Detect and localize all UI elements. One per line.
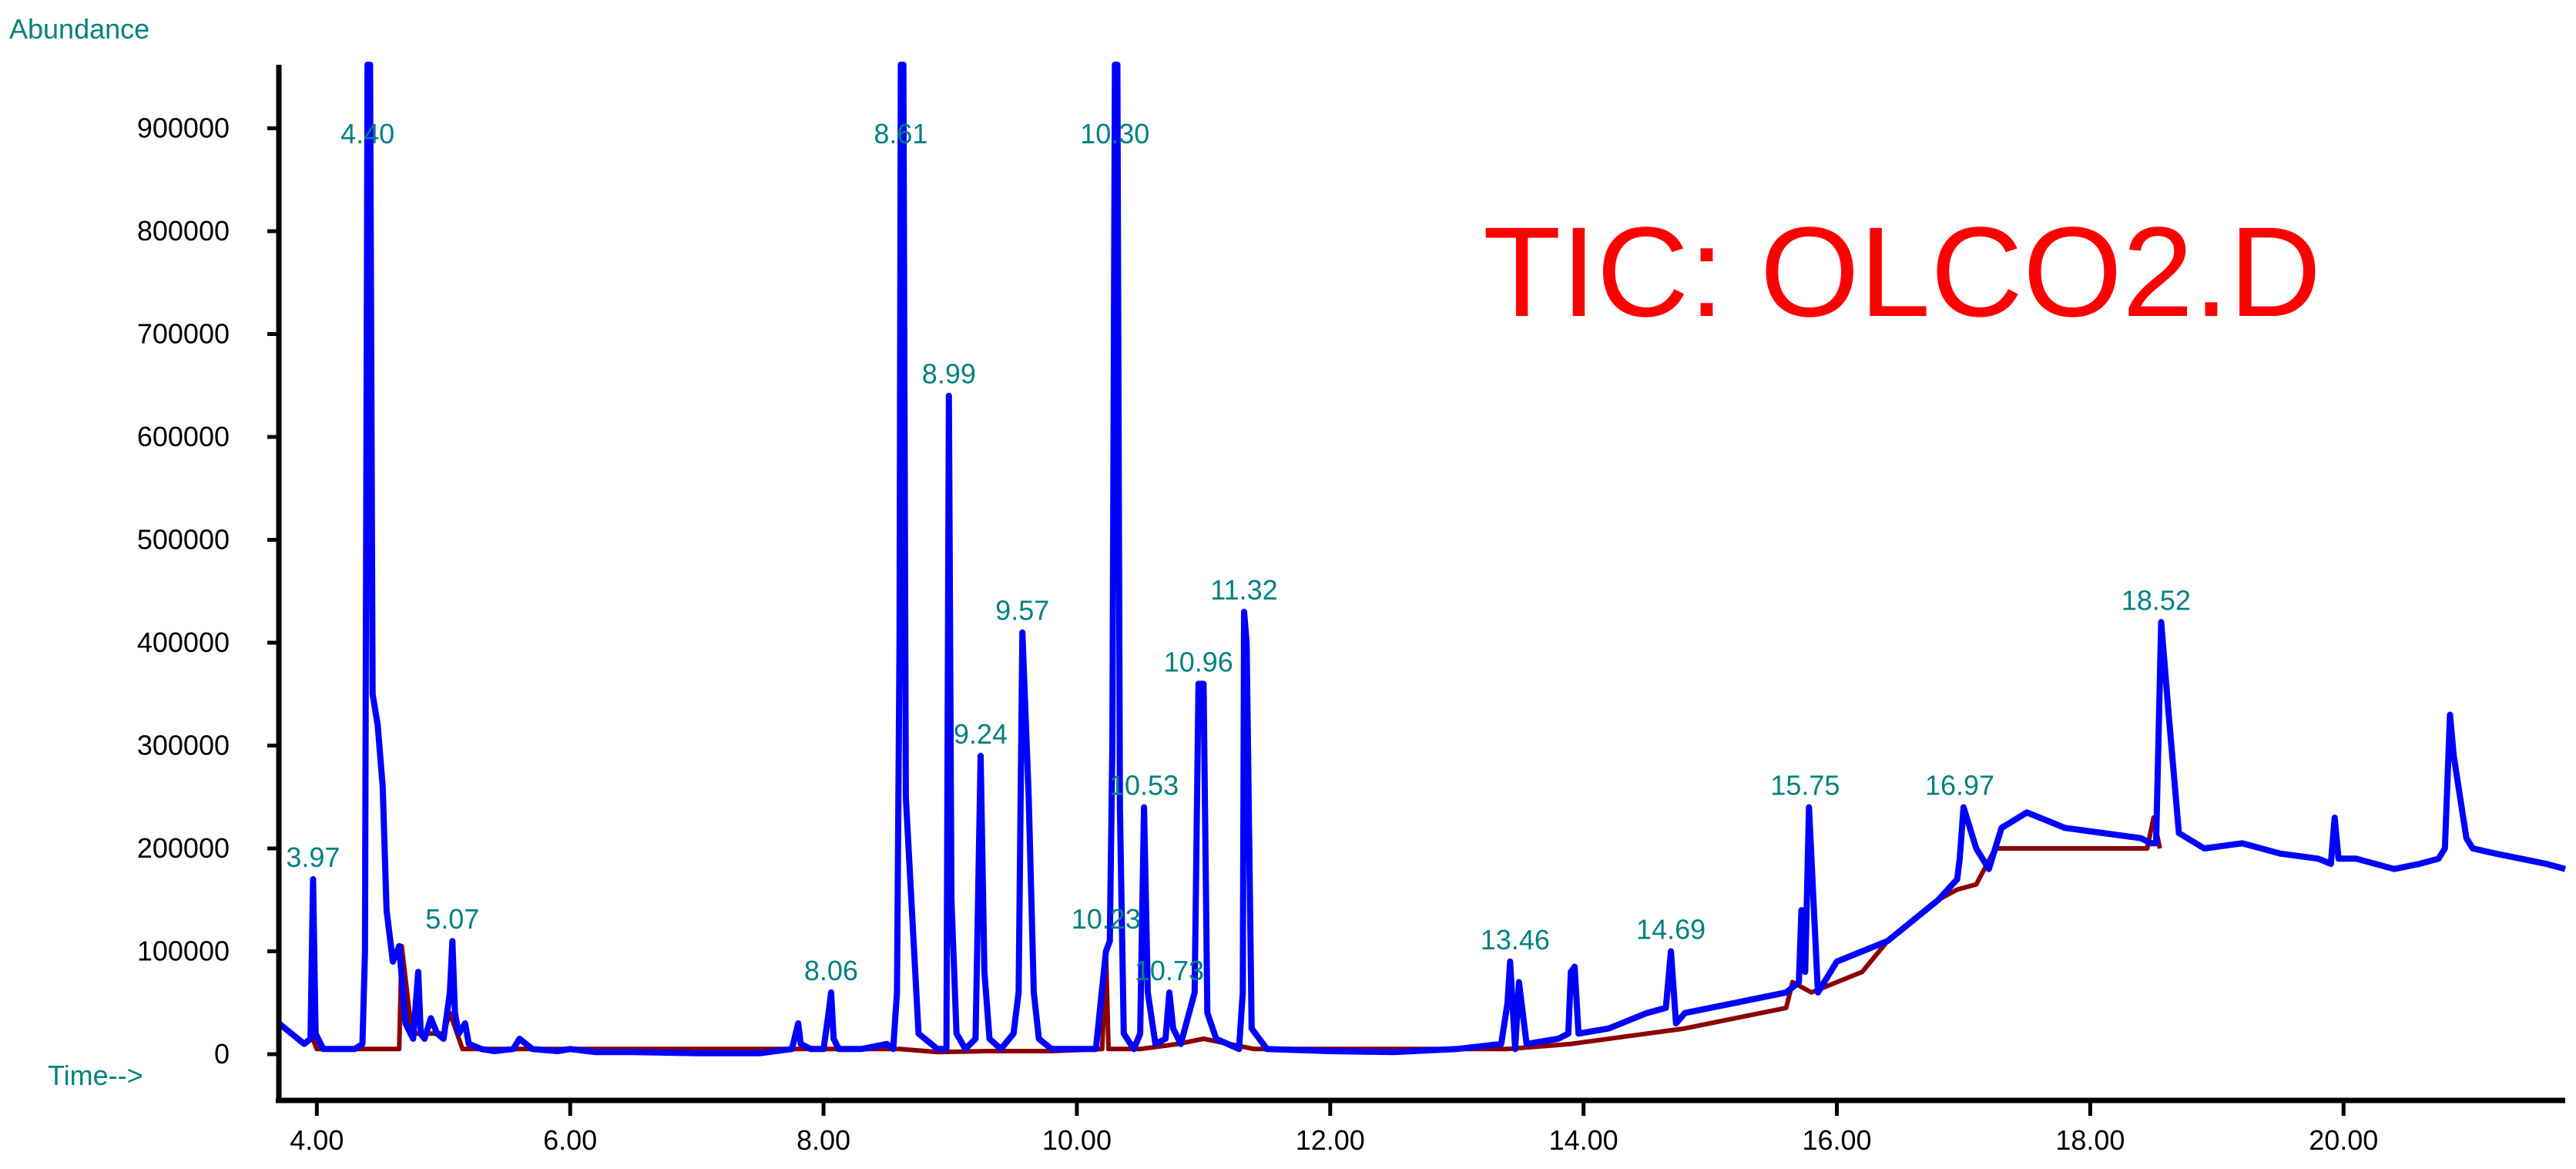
x-tick-label: 8.00 bbox=[797, 1124, 850, 1156]
peak-label: 9.24 bbox=[954, 718, 1008, 750]
y-tick-label: 0 bbox=[214, 1038, 230, 1070]
x-tick-label: 12.00 bbox=[1296, 1124, 1365, 1156]
y-tick-label: 600000 bbox=[137, 421, 230, 452]
peak-label: 10.53 bbox=[1109, 770, 1179, 801]
x-tick-label: 4.00 bbox=[290, 1124, 344, 1156]
peak-label: 10.96 bbox=[1164, 646, 1233, 677]
x-tick-label: 6.00 bbox=[543, 1124, 597, 1156]
peak-label: 8.06 bbox=[804, 955, 858, 986]
peak-label: 4.40 bbox=[340, 118, 394, 149]
peak-label: 11.32 bbox=[1210, 574, 1277, 606]
x-tick-label: 14.00 bbox=[1549, 1124, 1618, 1156]
y-axis-ticks: 0 100000 200000 300000 400000 500000 600000 700… bbox=[137, 113, 279, 1070]
y-tick-label: 900000 bbox=[137, 113, 230, 144]
peak-label: 3.97 bbox=[286, 841, 340, 873]
series-layer bbox=[277, 62, 2567, 1056]
peak-label: 5.07 bbox=[425, 903, 479, 935]
x-axis-label: Time--> bbox=[48, 1060, 143, 1091]
y-tick-label: 700000 bbox=[137, 318, 230, 350]
x-tick-label: 10.00 bbox=[1042, 1124, 1112, 1156]
peak-label: 16.97 bbox=[1925, 770, 1994, 801]
peak-labels: 3.97 4.40 5.07 8.06 8.61 8.99 9.24 9.57 10.23 10.… bbox=[286, 118, 2191, 986]
peak-label: 14.69 bbox=[1636, 914, 1706, 946]
y-tick-label: 300000 bbox=[137, 730, 230, 761]
tic-series-line bbox=[277, 62, 2567, 1056]
peak-label: 10.23 bbox=[1072, 903, 1141, 935]
peak-label: 10.73 bbox=[1135, 955, 1204, 986]
x-axis-ticks: 4.00 6.00 8.00 10.00 12.00 14.00 16.00 18.00 20.… bbox=[290, 1100, 2378, 1156]
peak-label: 8.99 bbox=[922, 358, 976, 390]
y-tick-label: 500000 bbox=[137, 524, 230, 556]
peak-label: 8.61 bbox=[874, 118, 927, 149]
peak-label: 13.46 bbox=[1481, 924, 1550, 956]
y-tick-label: 100000 bbox=[137, 936, 230, 967]
peak-label: 10.30 bbox=[1080, 118, 1149, 149]
chart-title: TIC: OLCO2.D bbox=[1483, 201, 2321, 344]
x-tick-label: 20.00 bbox=[2309, 1124, 2378, 1156]
y-tick-label: 800000 bbox=[137, 215, 230, 247]
peak-label: 15.75 bbox=[1770, 770, 1840, 801]
y-tick-label: 200000 bbox=[137, 832, 230, 864]
baseline-series-line bbox=[308, 815, 2162, 1055]
x-tick-label: 16.00 bbox=[1802, 1124, 1871, 1156]
peak-label: 18.52 bbox=[2122, 584, 2191, 616]
peak-label: 9.57 bbox=[995, 595, 1049, 626]
y-axis-label: Abundance bbox=[9, 13, 149, 45]
y-tick-label: 400000 bbox=[137, 626, 230, 658]
x-tick-label: 18.00 bbox=[2055, 1124, 2125, 1156]
